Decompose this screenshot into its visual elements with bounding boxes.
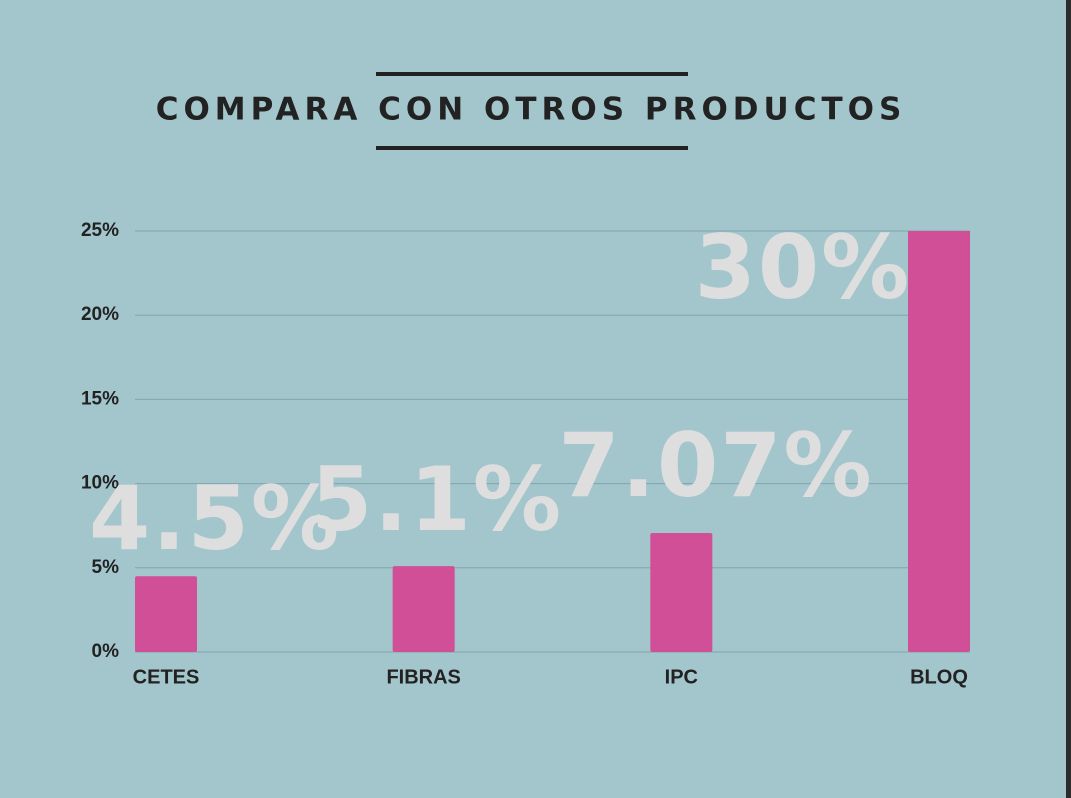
grid: 0% 5% 10% 15% 20% 25% xyxy=(81,220,970,662)
x-tick-label: BLOQ xyxy=(910,666,968,688)
labels: CETES 4.5% FIBRAS 5.1% IPC 7.07% BLOQ 30% xyxy=(89,216,968,688)
edge-strip xyxy=(1066,0,1071,798)
bar xyxy=(650,532,713,652)
value-label: 7.07% xyxy=(558,414,873,517)
bar xyxy=(135,576,197,652)
bars xyxy=(135,231,970,652)
y-tick-label: 15% xyxy=(81,388,119,409)
y-tick-label: 25% xyxy=(81,220,119,241)
bar xyxy=(392,566,455,652)
x-tick-label: IPC xyxy=(665,666,698,688)
value-label: 5.1% xyxy=(311,448,563,551)
title-rule xyxy=(376,146,688,150)
value-label: 30% xyxy=(695,216,912,319)
y-tick-label: 20% xyxy=(81,304,119,325)
chart-title: COMPARA CON OTROS PRODUCTOS xyxy=(156,92,907,128)
title-rule xyxy=(376,72,688,76)
x-tick-label: CETES xyxy=(133,666,200,688)
bar xyxy=(908,231,970,652)
x-tick-label: FIBRAS xyxy=(386,666,460,688)
y-tick-label: 10% xyxy=(81,473,119,494)
y-tick-label: 5% xyxy=(92,557,120,578)
value-label: 4.5% xyxy=(89,467,341,570)
y-tick-label: 0% xyxy=(92,641,120,662)
